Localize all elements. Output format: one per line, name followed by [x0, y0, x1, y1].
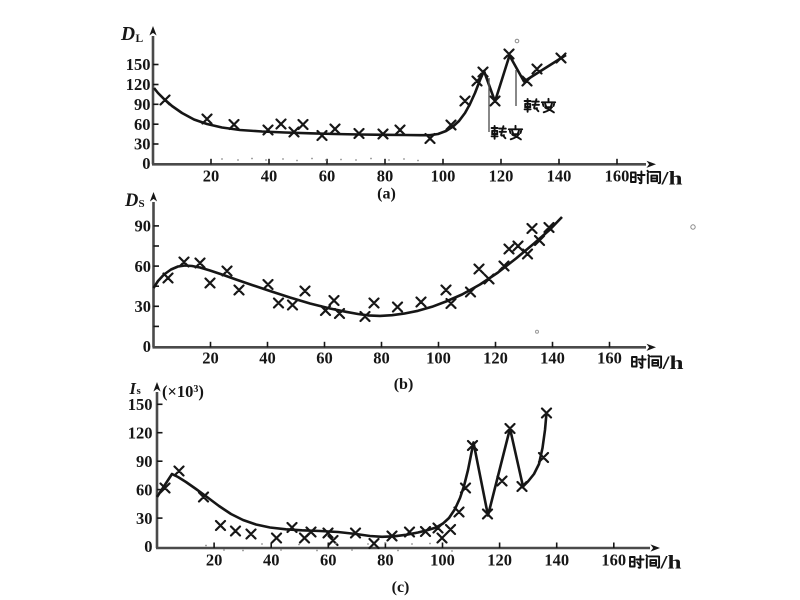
svg-text:80: 80	[377, 167, 394, 186]
svg-text:20: 20	[206, 551, 223, 570]
svg-text:120: 120	[483, 349, 508, 368]
svg-text:80: 80	[377, 551, 394, 570]
svg-text:120: 120	[126, 75, 151, 94]
svg-text:120: 120	[487, 551, 512, 570]
svg-text:140: 140	[544, 551, 569, 570]
svg-text:20: 20	[202, 349, 219, 368]
svg-text:100: 100	[431, 167, 456, 186]
svg-text:100: 100	[426, 349, 451, 368]
svg-text:160: 160	[597, 349, 622, 368]
svg-text:/h: /h	[659, 553, 682, 574]
svg-text:140: 140	[540, 349, 565, 368]
svg-text:20: 20	[203, 167, 220, 186]
svg-text:150: 150	[128, 395, 153, 414]
svg-text:160: 160	[605, 167, 630, 186]
svg-text:/h: /h	[660, 169, 683, 190]
svg-text:40: 40	[259, 349, 276, 368]
svg-text:40: 40	[263, 551, 280, 570]
svg-text:L: L	[136, 33, 144, 45]
svg-text:80: 80	[373, 349, 390, 368]
svg-text:160: 160	[601, 551, 626, 570]
svg-text:0: 0	[142, 154, 150, 173]
svg-text:100: 100	[430, 551, 455, 570]
svg-text:(c): (c)	[392, 579, 410, 596]
svg-text:60: 60	[319, 167, 336, 186]
svg-text:30: 30	[135, 297, 152, 316]
svg-text:60: 60	[134, 115, 151, 134]
svg-text:90: 90	[136, 452, 153, 471]
svg-text:0: 0	[143, 337, 151, 356]
svg-text:30: 30	[136, 509, 153, 528]
svg-text:I: I	[129, 379, 137, 398]
svg-text:60: 60	[135, 257, 152, 276]
svg-text:60: 60	[136, 480, 153, 499]
svg-text:150: 150	[126, 55, 151, 74]
svg-text:60: 60	[320, 551, 337, 570]
svg-text:120: 120	[489, 167, 514, 186]
svg-text:s: s	[137, 385, 142, 397]
svg-text:0: 0	[144, 537, 152, 556]
svg-text:S: S	[139, 198, 145, 210]
svg-text:D: D	[124, 191, 138, 211]
svg-text:140: 140	[547, 167, 572, 186]
svg-text:120: 120	[128, 423, 153, 442]
svg-text:30: 30	[134, 135, 151, 154]
svg-text:(b): (b)	[394, 376, 414, 393]
svg-text:D: D	[120, 24, 135, 45]
svg-text:90: 90	[134, 95, 151, 114]
svg-text:(×103): (×103)	[162, 382, 204, 401]
svg-text:(a): (a)	[377, 186, 396, 203]
svg-text:60: 60	[316, 349, 333, 368]
svg-text:/h: /h	[661, 353, 684, 374]
svg-text:40: 40	[261, 167, 278, 186]
svg-text:90: 90	[135, 217, 152, 236]
